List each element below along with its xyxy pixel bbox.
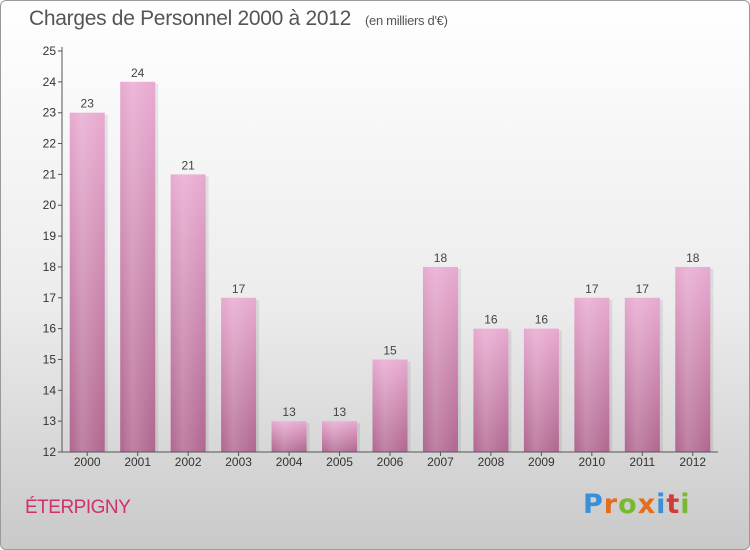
x-tick-label-2000: 2000 <box>74 455 101 469</box>
bar-sheen <box>574 297 610 452</box>
x-tick-label-2007: 2007 <box>427 455 454 469</box>
y-tick-label-25: 25 <box>43 44 57 58</box>
x-tick-label-2004: 2004 <box>276 455 303 469</box>
x-tick-label-2002: 2002 <box>175 455 202 469</box>
chart-title: Charges de Personnel 2000 à 2012 (en mill… <box>29 7 448 31</box>
y-tick-label-15: 15 <box>43 352 57 366</box>
x-tick-label-2009: 2009 <box>528 455 555 469</box>
bar-sheen <box>473 328 509 452</box>
commune-name: ÉTERPIGNY <box>25 497 131 518</box>
y-tick-label-19: 19 <box>43 229 57 243</box>
y-tick-label-17: 17 <box>43 291 57 305</box>
bar-sheen <box>322 421 358 452</box>
chart-subtitle: (en milliers d'€) <box>364 13 448 28</box>
y-tick-label-13: 13 <box>43 414 57 428</box>
proxiti-logo: Proxiti <box>583 489 691 520</box>
x-tick-label-2008: 2008 <box>478 455 505 469</box>
bar-sheen <box>120 81 156 452</box>
x-tick-label-2006: 2006 <box>377 455 404 469</box>
data-label-2002: 21 <box>181 158 195 172</box>
y-tick-label-14: 14 <box>43 383 57 397</box>
x-tick-label-2010: 2010 <box>578 455 605 469</box>
bar-sheen <box>523 328 559 452</box>
x-tick-label-2005: 2005 <box>326 455 353 469</box>
x-tick-label-2001: 2001 <box>124 455 151 469</box>
data-label-2008: 16 <box>484 313 498 327</box>
y-tick-label-22: 22 <box>43 137 57 151</box>
bar-sheen <box>271 421 307 452</box>
bar-sheen <box>69 112 105 452</box>
bar-sheen <box>675 266 711 452</box>
data-label-2012: 18 <box>686 251 700 265</box>
y-tick-label-16: 16 <box>43 322 57 336</box>
data-label-2001: 24 <box>131 66 145 80</box>
data-label-2005: 13 <box>333 405 347 419</box>
y-tick-label-20: 20 <box>43 198 57 212</box>
y-tick-label-12: 12 <box>43 445 57 459</box>
data-label-2007: 18 <box>434 251 448 265</box>
x-tick-label-2012: 2012 <box>679 455 706 469</box>
y-tick-label-18: 18 <box>43 260 57 274</box>
y-tick-label-23: 23 <box>43 106 57 120</box>
x-tick-label-2011: 2011 <box>629 455 655 469</box>
data-label-2003: 17 <box>232 282 246 296</box>
bar-sheen <box>372 359 408 452</box>
y-tick-label-21: 21 <box>43 167 57 181</box>
data-label-2006: 15 <box>383 343 397 357</box>
chart-title-text: Charges de Personnel 2000 à 2012 <box>29 7 351 30</box>
data-label-2000: 23 <box>81 97 95 111</box>
bar-sheen <box>624 297 660 452</box>
data-label-2010: 17 <box>585 282 599 296</box>
bar-sheen <box>170 174 206 452</box>
bar-sheen <box>422 266 458 452</box>
y-tick-label-24: 24 <box>43 75 57 89</box>
bar-sheen <box>221 297 257 452</box>
data-label-2011: 17 <box>636 282 650 296</box>
x-tick-label-2003: 2003 <box>225 455 252 469</box>
data-label-2004: 13 <box>282 405 296 419</box>
data-label-2009: 16 <box>535 313 549 327</box>
